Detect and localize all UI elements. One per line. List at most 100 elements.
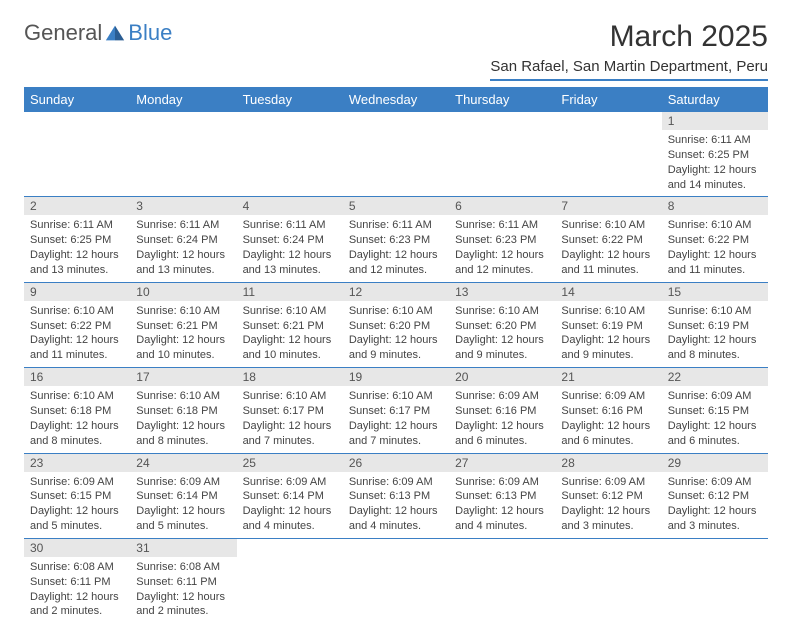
day-number: 25 <box>237 454 343 472</box>
day-info: Sunrise: 6:09 AMSunset: 6:16 PMDaylight:… <box>555 386 661 452</box>
logo: General Blue <box>24 20 172 46</box>
calendar-cell: 4Sunrise: 6:11 AMSunset: 6:24 PMDaylight… <box>237 197 343 282</box>
day-info: Sunrise: 6:10 AMSunset: 6:21 PMDaylight:… <box>130 301 236 367</box>
day-name-thu: Thursday <box>449 87 555 112</box>
calendar-cell: 12Sunrise: 6:10 AMSunset: 6:20 PMDayligh… <box>343 282 449 367</box>
day-number: 22 <box>662 368 768 386</box>
calendar-cell <box>449 112 555 197</box>
calendar-cell <box>237 538 343 623</box>
day-number: 4 <box>237 197 343 215</box>
day-name-wed: Wednesday <box>343 87 449 112</box>
calendar-cell <box>130 112 236 197</box>
logo-text-1: General <box>24 20 102 46</box>
calendar-cell: 27Sunrise: 6:09 AMSunset: 6:13 PMDayligh… <box>449 453 555 538</box>
calendar-cell: 9Sunrise: 6:10 AMSunset: 6:22 PMDaylight… <box>24 282 130 367</box>
calendar-cell: 3Sunrise: 6:11 AMSunset: 6:24 PMDaylight… <box>130 197 236 282</box>
calendar-cell <box>555 538 661 623</box>
calendar-cell: 24Sunrise: 6:09 AMSunset: 6:14 PMDayligh… <box>130 453 236 538</box>
day-info: Sunrise: 6:09 AMSunset: 6:14 PMDaylight:… <box>237 472 343 538</box>
day-number: 8 <box>662 197 768 215</box>
month-title: March 2025 <box>490 20 768 54</box>
day-info: Sunrise: 6:09 AMSunset: 6:15 PMDaylight:… <box>662 386 768 452</box>
day-number: 26 <box>343 454 449 472</box>
calendar-cell: 30Sunrise: 6:08 AMSunset: 6:11 PMDayligh… <box>24 538 130 623</box>
day-info: Sunrise: 6:08 AMSunset: 6:11 PMDaylight:… <box>24 557 130 623</box>
day-name-fri: Friday <box>555 87 661 112</box>
calendar-cell: 14Sunrise: 6:10 AMSunset: 6:19 PMDayligh… <box>555 282 661 367</box>
calendar-cell: 20Sunrise: 6:09 AMSunset: 6:16 PMDayligh… <box>449 368 555 453</box>
calendar-cell: 5Sunrise: 6:11 AMSunset: 6:23 PMDaylight… <box>343 197 449 282</box>
day-number: 30 <box>24 539 130 557</box>
day-number: 19 <box>343 368 449 386</box>
calendar-cell <box>343 538 449 623</box>
calendar-cell: 1Sunrise: 6:11 AMSunset: 6:25 PMDaylight… <box>662 112 768 197</box>
day-info: Sunrise: 6:10 AMSunset: 6:17 PMDaylight:… <box>237 386 343 452</box>
logo-icon <box>104 22 126 44</box>
day-info: Sunrise: 6:10 AMSunset: 6:17 PMDaylight:… <box>343 386 449 452</box>
day-number: 29 <box>662 454 768 472</box>
day-info: Sunrise: 6:09 AMSunset: 6:12 PMDaylight:… <box>555 472 661 538</box>
day-number: 23 <box>24 454 130 472</box>
day-info: Sunrise: 6:11 AMSunset: 6:24 PMDaylight:… <box>130 215 236 281</box>
day-number: 5 <box>343 197 449 215</box>
day-number: 24 <box>130 454 236 472</box>
day-number: 16 <box>24 368 130 386</box>
calendar-cell <box>237 112 343 197</box>
day-number: 11 <box>237 283 343 301</box>
day-number: 13 <box>449 283 555 301</box>
day-number: 10 <box>130 283 236 301</box>
day-number: 3 <box>130 197 236 215</box>
calendar-row: 30Sunrise: 6:08 AMSunset: 6:11 PMDayligh… <box>24 538 768 623</box>
day-info: Sunrise: 6:11 AMSunset: 6:23 PMDaylight:… <box>449 215 555 281</box>
day-info: Sunrise: 6:10 AMSunset: 6:19 PMDaylight:… <box>555 301 661 367</box>
day-info: Sunrise: 6:11 AMSunset: 6:25 PMDaylight:… <box>662 130 768 196</box>
day-info: Sunrise: 6:09 AMSunset: 6:14 PMDaylight:… <box>130 472 236 538</box>
calendar-cell: 18Sunrise: 6:10 AMSunset: 6:17 PMDayligh… <box>237 368 343 453</box>
day-number: 15 <box>662 283 768 301</box>
day-info: Sunrise: 6:11 AMSunset: 6:25 PMDaylight:… <box>24 215 130 281</box>
calendar-cell: 29Sunrise: 6:09 AMSunset: 6:12 PMDayligh… <box>662 453 768 538</box>
day-info: Sunrise: 6:11 AMSunset: 6:24 PMDaylight:… <box>237 215 343 281</box>
day-name-mon: Monday <box>130 87 236 112</box>
calendar-cell <box>24 112 130 197</box>
day-number: 17 <box>130 368 236 386</box>
calendar-row: 2Sunrise: 6:11 AMSunset: 6:25 PMDaylight… <box>24 197 768 282</box>
day-info: Sunrise: 6:11 AMSunset: 6:23 PMDaylight:… <box>343 215 449 281</box>
day-info: Sunrise: 6:10 AMSunset: 6:20 PMDaylight:… <box>343 301 449 367</box>
calendar-body: 1Sunrise: 6:11 AMSunset: 6:25 PMDaylight… <box>24 112 768 623</box>
day-number: 28 <box>555 454 661 472</box>
day-number: 20 <box>449 368 555 386</box>
calendar-row: 1Sunrise: 6:11 AMSunset: 6:25 PMDaylight… <box>24 112 768 197</box>
calendar-cell: 26Sunrise: 6:09 AMSunset: 6:13 PMDayligh… <box>343 453 449 538</box>
day-number: 27 <box>449 454 555 472</box>
calendar-cell: 2Sunrise: 6:11 AMSunset: 6:25 PMDaylight… <box>24 197 130 282</box>
day-info: Sunrise: 6:09 AMSunset: 6:13 PMDaylight:… <box>449 472 555 538</box>
day-number: 1 <box>662 112 768 130</box>
calendar-cell: 13Sunrise: 6:10 AMSunset: 6:20 PMDayligh… <box>449 282 555 367</box>
calendar-cell: 8Sunrise: 6:10 AMSunset: 6:22 PMDaylight… <box>662 197 768 282</box>
day-number: 7 <box>555 197 661 215</box>
day-name-sun: Sunday <box>24 87 130 112</box>
calendar-cell: 31Sunrise: 6:08 AMSunset: 6:11 PMDayligh… <box>130 538 236 623</box>
day-info: Sunrise: 6:10 AMSunset: 6:18 PMDaylight:… <box>130 386 236 452</box>
calendar-table: Sunday Monday Tuesday Wednesday Thursday… <box>24 87 768 623</box>
calendar-cell: 10Sunrise: 6:10 AMSunset: 6:21 PMDayligh… <box>130 282 236 367</box>
calendar-cell: 6Sunrise: 6:11 AMSunset: 6:23 PMDaylight… <box>449 197 555 282</box>
day-info: Sunrise: 6:10 AMSunset: 6:20 PMDaylight:… <box>449 301 555 367</box>
calendar-row: 23Sunrise: 6:09 AMSunset: 6:15 PMDayligh… <box>24 453 768 538</box>
calendar-cell: 17Sunrise: 6:10 AMSunset: 6:18 PMDayligh… <box>130 368 236 453</box>
day-number: 12 <box>343 283 449 301</box>
day-info: Sunrise: 6:10 AMSunset: 6:19 PMDaylight:… <box>662 301 768 367</box>
calendar-row: 16Sunrise: 6:10 AMSunset: 6:18 PMDayligh… <box>24 368 768 453</box>
calendar-cell: 23Sunrise: 6:09 AMSunset: 6:15 PMDayligh… <box>24 453 130 538</box>
day-number: 2 <box>24 197 130 215</box>
calendar-cell <box>343 112 449 197</box>
location-label: San Rafael, San Martin Department, Peru <box>490 58 768 81</box>
calendar-cell <box>662 538 768 623</box>
calendar-cell: 19Sunrise: 6:10 AMSunset: 6:17 PMDayligh… <box>343 368 449 453</box>
day-number: 6 <box>449 197 555 215</box>
calendar-cell: 28Sunrise: 6:09 AMSunset: 6:12 PMDayligh… <box>555 453 661 538</box>
day-number: 31 <box>130 539 236 557</box>
day-number: 18 <box>237 368 343 386</box>
day-number: 14 <box>555 283 661 301</box>
